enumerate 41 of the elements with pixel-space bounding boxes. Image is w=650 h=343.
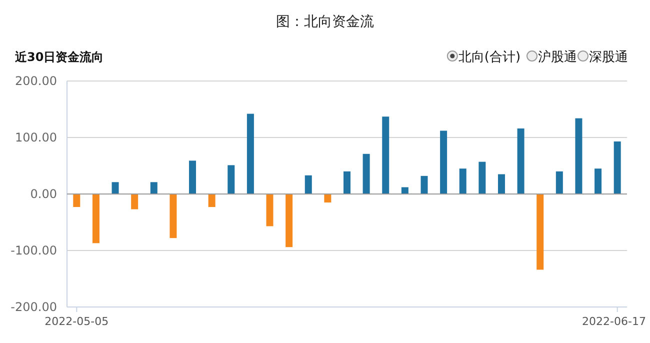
bar [304,175,312,194]
bar [420,176,428,194]
x-tick-label: 2022-05-05 [44,315,109,328]
bar [556,171,563,194]
bar [498,174,505,194]
y-tick-label: 200.00 [15,74,57,88]
x-tick-label: 2022-06-17 [582,315,646,328]
bar [517,128,524,194]
bar [536,194,544,270]
bar [440,130,448,194]
bar [73,194,80,207]
bar [228,165,235,194]
y-tick-label: 100.00 [15,130,57,144]
bar [286,194,293,248]
bar [324,194,332,202]
bar [344,171,350,194]
text: 北向(合计) [458,50,521,65]
bar [382,116,390,194]
bar [266,194,274,226]
text: 深股通 [589,50,628,65]
y-tick-label: -200.00 [10,300,57,314]
text: 沪股通 [538,49,577,65]
bar [575,118,582,194]
chart-subtitle: 近30日资金流向 [14,50,104,64]
bar [208,194,216,207]
bar [150,182,158,194]
chart-title: 图：北向资金流 [276,14,374,30]
bar [131,194,138,210]
bar [401,187,408,194]
bar [92,194,100,244]
bar [614,141,621,194]
bar [112,182,119,194]
y-tick-label: -100.00 [10,244,57,258]
bar [594,168,602,194]
bar [459,168,466,194]
y-tick-label: 0.00 [30,187,57,201]
bar [246,114,254,194]
bar [189,160,196,194]
bar [170,194,177,238]
bar [478,162,486,194]
bar [362,154,370,194]
